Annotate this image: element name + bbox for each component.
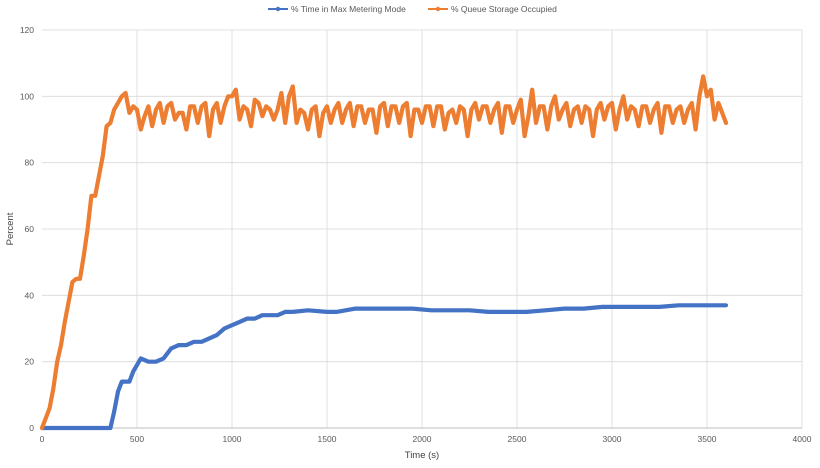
x-tick-label: 500 <box>130 434 144 444</box>
legend: % Time in Max Metering Mode % Queue Stora… <box>268 4 557 14</box>
x-tick-label: 2500 <box>508 434 527 444</box>
series-layer <box>39 74 729 431</box>
y-tick-label: 80 <box>25 158 35 168</box>
y-tick-label: 100 <box>20 91 34 101</box>
x-tick-label: 4000 <box>793 434 812 444</box>
x-tick-label: 1000 <box>223 434 242 444</box>
legend-marker <box>275 6 281 12</box>
gridlines <box>42 29 803 428</box>
x-tick-label: 0 <box>40 434 45 444</box>
y-tick-label: 120 <box>20 25 34 35</box>
series-line-1 <box>39 303 729 431</box>
legend-label: % Time in Max Metering Mode <box>291 4 406 14</box>
x-tick-label: 2000 <box>413 434 432 444</box>
x-tick-label: 3000 <box>603 434 622 444</box>
y-tick-label: 0 <box>29 423 34 433</box>
x-tick-label: 3500 <box>698 434 717 444</box>
legend-marker <box>435 6 441 12</box>
tick-labels: 0 20 40 60 80 100 120 0 500 1000 1500 2000 2500 3000 3… <box>20 25 812 444</box>
y-tick-label: 20 <box>25 357 35 367</box>
x-tick-label: 1500 <box>318 434 337 444</box>
y-tick-label: 40 <box>25 290 35 300</box>
legend-label: % Queue Storage Occupied <box>451 4 557 14</box>
x-axis-title: Time (s) <box>405 450 439 461</box>
y-axis-title: Percent <box>5 212 16 245</box>
series-line-2 <box>39 74 729 431</box>
y-tick-label: 60 <box>25 224 35 234</box>
